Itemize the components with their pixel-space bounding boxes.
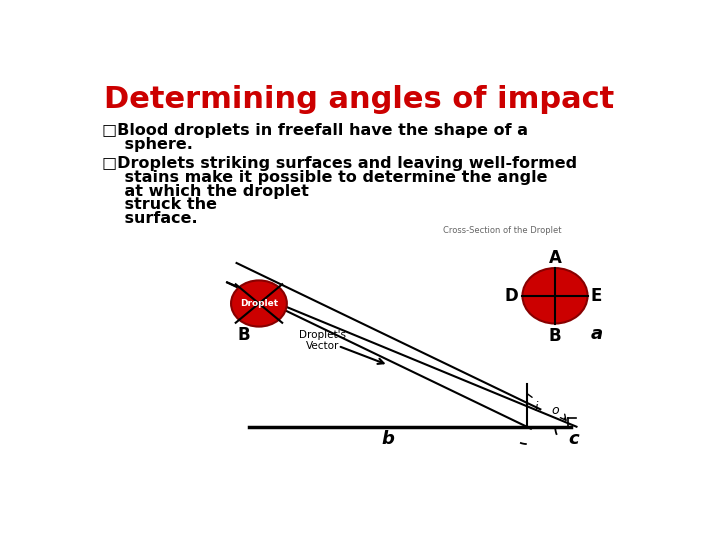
Text: b: b (382, 430, 395, 448)
Text: E: E (590, 287, 602, 305)
Text: o: o (552, 404, 559, 417)
Text: at which the droplet: at which the droplet (102, 184, 308, 199)
Text: i: i (534, 401, 538, 414)
Text: a: a (590, 325, 603, 343)
Text: B: B (549, 327, 562, 345)
Text: c: c (568, 430, 579, 448)
Text: Determining angles of impact: Determining angles of impact (104, 85, 614, 114)
Text: struck the: struck the (102, 198, 217, 212)
Ellipse shape (231, 280, 287, 327)
Text: □Blood droplets in freefall have the shape of a: □Blood droplets in freefall have the sha… (102, 123, 528, 138)
Text: surface.: surface. (102, 211, 197, 226)
Text: Droplet's
Vector: Droplet's Vector (299, 329, 346, 351)
Text: stains make it possible to determine the angle: stains make it possible to determine the… (102, 170, 547, 185)
Text: Droplet: Droplet (240, 299, 278, 308)
Text: A: A (549, 249, 562, 267)
Ellipse shape (523, 268, 588, 323)
Text: sphere.: sphere. (102, 137, 192, 152)
Text: Cross-Section of the Droplet: Cross-Section of the Droplet (443, 226, 561, 235)
Text: □Droplets striking surfaces and leaving well-formed: □Droplets striking surfaces and leaving … (102, 156, 577, 171)
Text: B: B (237, 327, 250, 345)
FancyBboxPatch shape (87, 62, 651, 484)
Text: D: D (505, 287, 518, 305)
